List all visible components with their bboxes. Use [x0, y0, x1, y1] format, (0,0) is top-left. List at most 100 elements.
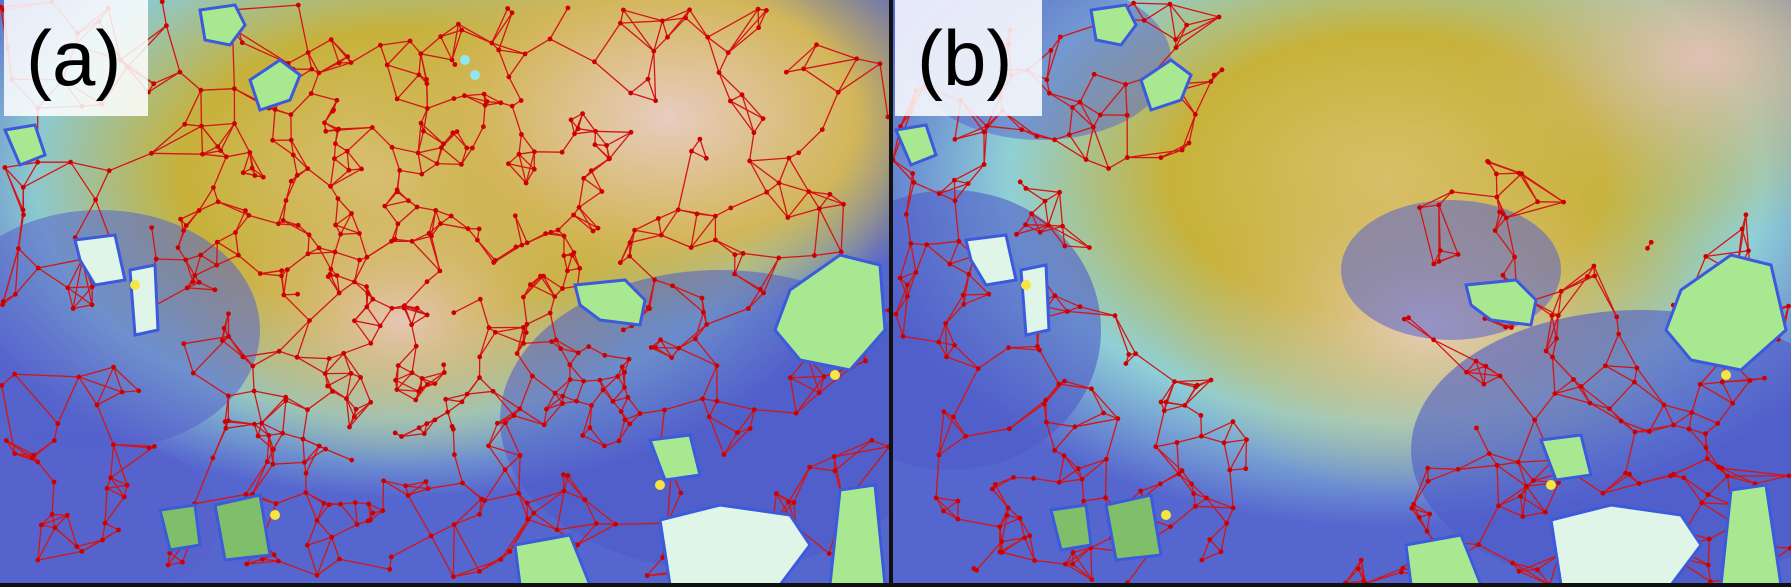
mesh-node: [459, 27, 465, 33]
mesh-node: [593, 128, 598, 134]
mesh-edge: [1064, 380, 1092, 390]
mesh-node: [747, 158, 752, 164]
mesh-edge: [718, 52, 729, 73]
mesh-node: [1719, 379, 1725, 385]
mesh-node: [389, 144, 395, 150]
mesh-edge: [584, 499, 597, 524]
mesh-edge: [272, 139, 294, 156]
mesh-node: [413, 397, 419, 403]
mesh-edge: [1691, 411, 1718, 424]
mesh-node: [1356, 566, 1361, 572]
mesh-edge: [1058, 383, 1092, 390]
mesh-edge: [691, 150, 707, 159]
mesh-node: [51, 438, 57, 443]
mesh-node: [35, 159, 41, 165]
mesh-node: [622, 417, 628, 423]
mesh-node: [594, 521, 599, 527]
mesh-node: [336, 290, 342, 296]
mesh-edge: [689, 9, 709, 38]
mesh-node: [1167, 1, 1173, 7]
mesh-edge: [685, 17, 709, 38]
mesh-node: [531, 166, 537, 172]
mesh-node: [1230, 419, 1236, 425]
mesh-node: [589, 403, 594, 408]
mesh-edge: [1175, 16, 1220, 49]
mesh-edge: [690, 239, 716, 249]
mesh-node: [1157, 481, 1163, 487]
mesh-node: [106, 168, 112, 174]
mesh-node: [260, 174, 266, 180]
mesh-edge: [445, 393, 468, 400]
mesh-node: [1089, 386, 1094, 392]
mesh-edge: [57, 376, 80, 424]
mesh-node: [1027, 533, 1033, 539]
mesh-edge: [307, 39, 332, 54]
mesh-node: [621, 7, 626, 13]
mesh-edge: [1498, 495, 1521, 507]
mesh-edge: [202, 146, 219, 155]
mesh-node: [1189, 481, 1194, 487]
mesh-node: [421, 431, 427, 436]
mesh-edge: [395, 379, 419, 392]
mesh-node: [419, 376, 425, 381]
mesh-edge: [1155, 446, 1183, 472]
mesh-edge: [516, 327, 524, 354]
mesh-edge: [233, 123, 251, 153]
mesh-node: [587, 425, 593, 431]
mesh-node: [214, 239, 220, 245]
mesh-node: [1041, 401, 1047, 407]
mesh-node: [1494, 194, 1500, 200]
mesh-node: [687, 7, 692, 13]
mesh-node: [102, 520, 108, 526]
mesh-node: [211, 185, 216, 191]
mesh-edge: [453, 524, 481, 572]
mesh-edge: [192, 372, 229, 397]
mesh-node: [452, 62, 458, 67]
mesh-edge: [582, 405, 593, 436]
mesh-node: [414, 204, 420, 210]
mesh-node: [1017, 179, 1023, 185]
mesh-node: [1019, 127, 1025, 133]
mesh-node: [812, 253, 817, 258]
mesh-edge: [727, 9, 767, 54]
mesh-node: [1516, 568, 1522, 574]
mesh-node: [347, 424, 352, 430]
mesh-edge: [479, 377, 494, 392]
mesh-edge: [1050, 36, 1061, 51]
mesh-node: [181, 228, 187, 234]
mesh-node: [426, 231, 432, 236]
mesh-node: [706, 414, 712, 420]
mesh-node: [565, 268, 570, 274]
mesh-node: [249, 165, 255, 171]
mesh-node: [20, 184, 26, 190]
mesh-node: [517, 406, 523, 412]
mesh-edge: [1721, 381, 1734, 404]
mesh-node: [644, 573, 650, 578]
mesh-node: [658, 337, 663, 343]
mesh-edge: [1705, 422, 1719, 435]
mesh-edge: [1178, 473, 1195, 494]
mesh-edge: [837, 63, 881, 93]
mesh-node: [451, 574, 456, 580]
mesh-edge: [330, 169, 350, 187]
mesh-edge: [562, 474, 586, 501]
mesh-node: [326, 356, 332, 361]
mesh-node: [676, 345, 682, 351]
mesh-node: [981, 129, 987, 135]
mesh-node: [618, 409, 624, 414]
mesh-edge: [1419, 191, 1453, 209]
mesh-edge: [1201, 551, 1222, 561]
mesh-node: [365, 518, 371, 524]
mesh-node: [477, 569, 482, 574]
mesh-edge: [495, 331, 524, 345]
mesh-node: [264, 459, 270, 465]
mesh-edge: [549, 296, 556, 314]
mesh-node: [1558, 288, 1564, 294]
mesh-edge: [379, 44, 388, 66]
mesh-edge: [655, 346, 679, 349]
mesh-edge: [110, 445, 155, 479]
mesh-edge: [252, 365, 255, 392]
mesh-edge: [478, 498, 483, 515]
mesh-edge: [464, 95, 486, 106]
mesh-edge: [427, 97, 455, 110]
